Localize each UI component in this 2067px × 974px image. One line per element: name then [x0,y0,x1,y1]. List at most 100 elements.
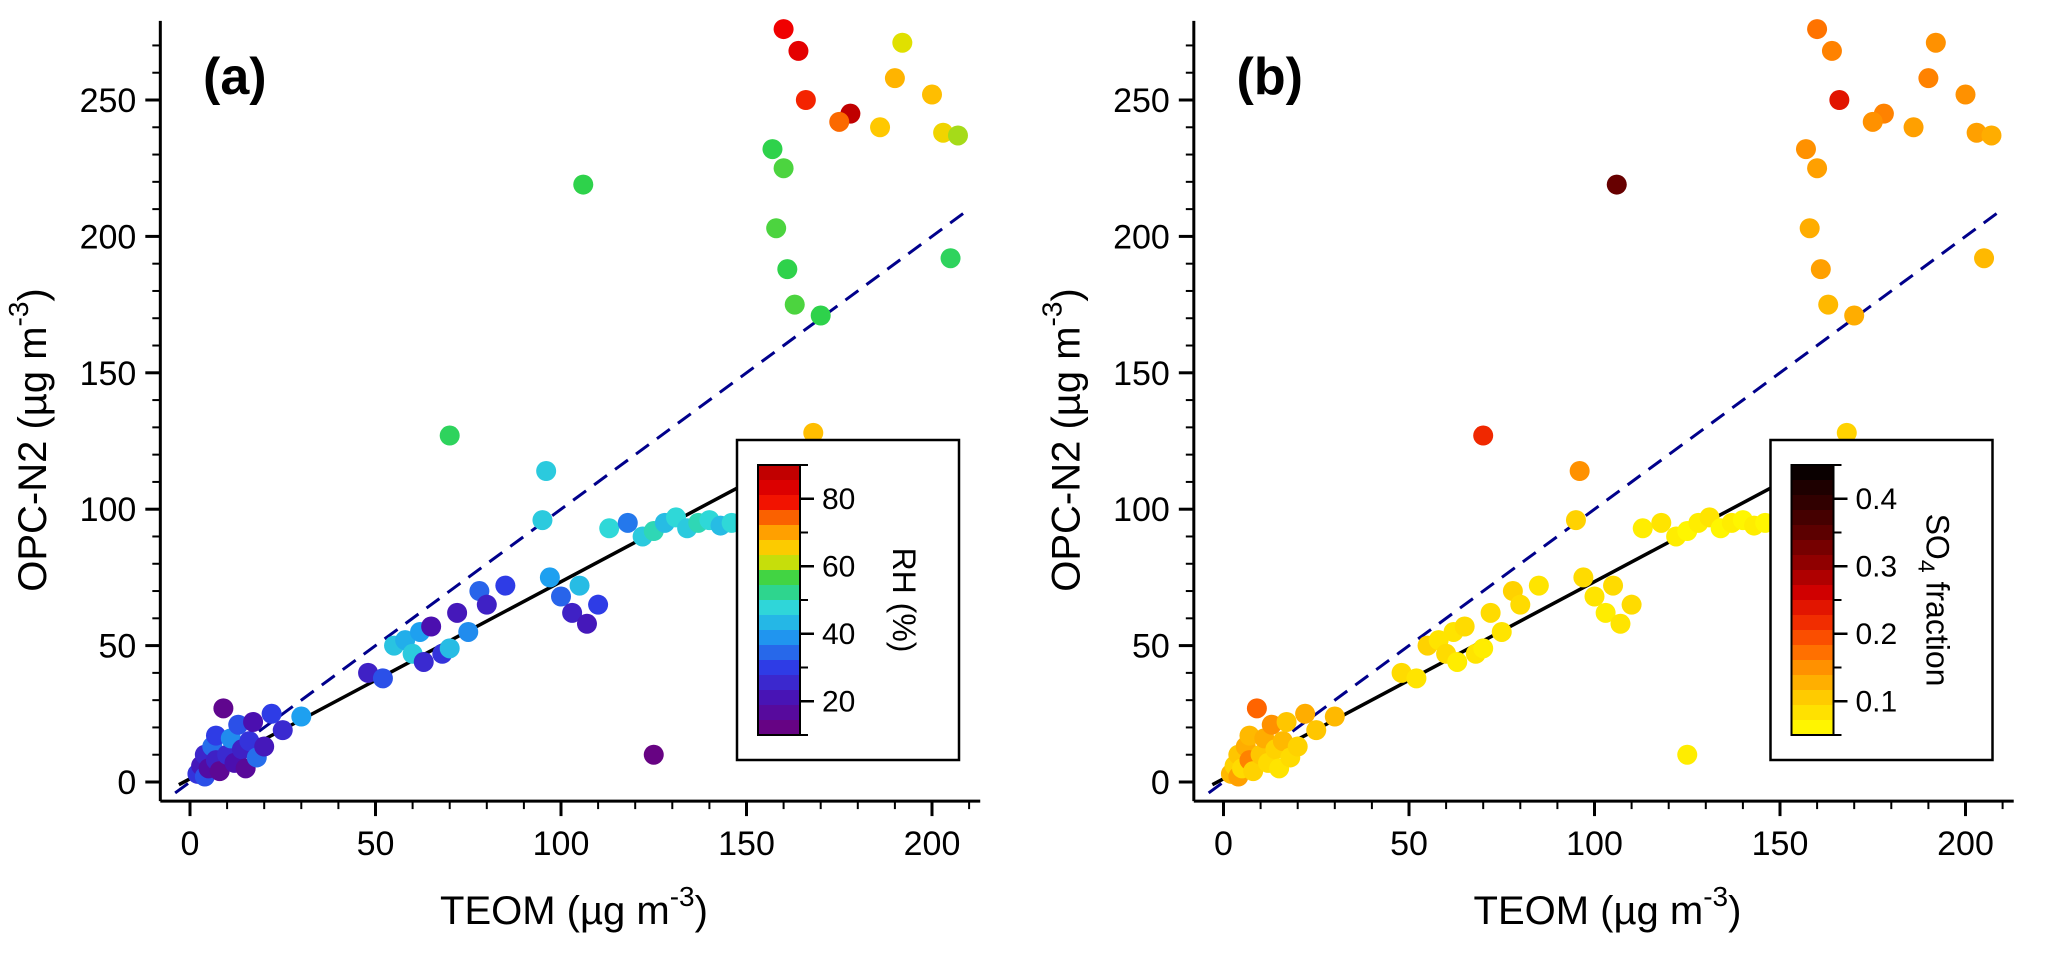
axes: 0 50 100 150 200 0 50 100 150 200 250 [80,20,981,863]
y-tick-label: 50 [1132,628,1170,666]
data-point [1406,668,1427,689]
data-point [1239,725,1260,746]
colorbar-segment [1791,720,1834,736]
data-point [532,510,553,531]
data-point [1584,586,1605,607]
data-point [1261,714,1282,735]
data-point [1844,305,1865,326]
x-tick-label: 0 [181,825,200,863]
data-point [933,122,954,143]
data-point [892,32,913,53]
data-point [1491,621,1512,642]
colorbar-segment [758,480,800,496]
data-point [551,586,571,607]
colorbar-segment [1791,555,1834,571]
y-axis-title: OPC-N2 (µg m-3) [3,288,55,592]
x-axis-title: TEOM (µg m-3) [1474,881,1742,933]
panel-label: (b) [1237,48,1303,106]
colorbar-tick-label: 40 [822,618,855,651]
data-point [884,68,905,89]
data-points [1220,19,2002,787]
data-point [272,720,293,741]
data-point [209,761,230,782]
colorbar-segment [758,660,800,676]
data-point [291,706,312,727]
data-point [254,736,275,757]
colorbar-legend: 0.1 0.2 0.3 0.4 SO4 fraction [1769,438,1994,762]
data-point [1829,90,1850,110]
data-point [803,422,824,443]
colorbar-segment [758,465,800,481]
data-point [213,698,234,719]
panel-label: (a) [203,48,267,106]
y-tick-label: 0 [117,764,136,802]
data-point [1981,125,2002,146]
colorbar-segment [1791,480,1834,496]
y-tick-label: 100 [80,491,137,529]
data-point [439,638,460,659]
x-tick-label: 100 [1566,825,1623,863]
data-point [922,84,942,105]
colorbar-tick-label: 20 [822,685,855,718]
data-point [784,294,805,315]
data-point [562,602,583,623]
colorbar-segment [1791,630,1834,646]
colorbar-segment [758,495,800,511]
data-point [1473,425,1494,446]
x-tick-label: 100 [533,825,590,863]
colorbar-segment [758,540,800,556]
colorbar-segment [758,705,800,721]
data-point [447,602,468,623]
y-tick-label: 100 [1113,491,1170,529]
colorbar-tick-label: 0.3 [1856,550,1898,583]
data-point [599,518,620,539]
data-point [228,714,249,735]
data-point [643,744,664,765]
data-point [940,248,961,269]
data-point [1651,512,1672,533]
data-point [788,40,809,61]
data-point [777,259,798,280]
colorbar-segment [1791,675,1834,691]
axes: 0 50 100 150 200 0 50 100 150 200 250 [1113,20,2014,863]
data-point [795,90,816,110]
colorbar-segment [758,555,800,571]
data-point [766,218,787,239]
data-point [1918,68,1939,89]
data-point [495,575,516,596]
colorbar-tick-label: 0.2 [1856,618,1898,651]
colorbar-segment [758,630,800,646]
colorbar-segment [1791,645,1834,661]
data-point [617,512,638,533]
data-point [762,139,783,160]
data-point [573,174,594,195]
data-point [1528,575,1549,596]
data-point [205,725,226,746]
data-point [1799,218,1820,239]
colorbar-tick-label: 80 [822,483,855,516]
colorbar-tick-label: 0.1 [1856,685,1898,718]
data-point [1324,706,1345,727]
x-tick-label: 0 [1214,825,1233,863]
colorbar-title: RH (%) [886,548,922,653]
colorbar-segment [1791,615,1834,631]
x-tick-label: 150 [718,825,775,863]
x-tick-label: 50 [357,825,395,863]
colorbar-segment [1791,705,1834,721]
data-point [576,613,597,634]
y-tick-label: 200 [1113,218,1170,256]
x-tick-label: 150 [1752,825,1809,863]
colorbar-segment [758,570,800,586]
data-point [1569,461,1590,482]
data-point [810,305,831,326]
y-tick-label: 150 [80,355,137,393]
y-axis-title: OPC-N2 (µg m-3) [1037,288,1089,592]
data-point [1621,594,1642,615]
data-point [569,575,590,596]
data-point [439,425,460,446]
data-point [1818,294,1839,315]
colorbar-segment [758,690,800,706]
data-point [870,117,891,138]
data-point [1925,32,1946,53]
y-tick-label: 150 [1113,355,1170,393]
